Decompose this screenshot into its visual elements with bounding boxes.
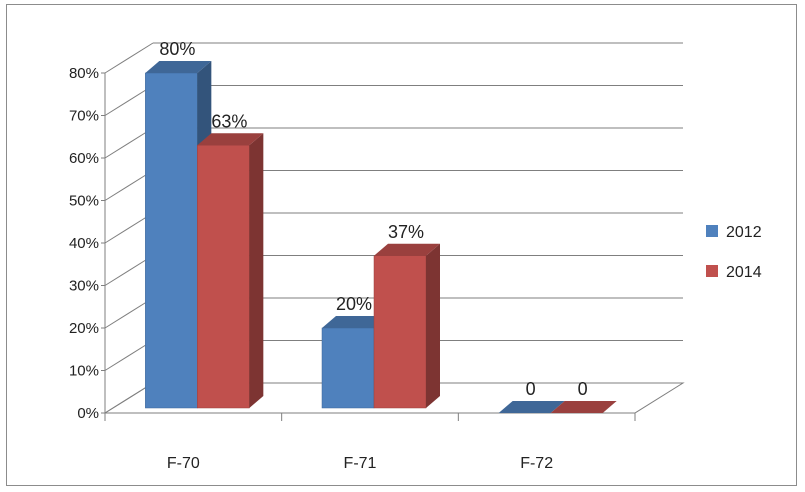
- bar-front: [145, 72, 198, 409]
- bar-top: [550, 401, 617, 413]
- bar-top: [197, 133, 264, 146]
- bar-front: [321, 327, 375, 409]
- bars: [145, 61, 617, 413]
- side-wall-gridline: [104, 127, 154, 159]
- legend-item-2014: 2014: [706, 264, 762, 281]
- x-tick-label: F-70: [167, 455, 200, 472]
- data-label: 0: [526, 379, 536, 399]
- bar-top: [322, 316, 388, 328]
- bar-2014-F-71: [373, 243, 440, 409]
- y-tick-label: 0%: [77, 405, 99, 422]
- bar-front: [373, 255, 427, 409]
- gridlines: 0% 10% 20% 30% 40% 50% 60% 70% 80%: [69, 42, 683, 422]
- legend-swatch: [706, 225, 718, 237]
- y-tick-label: 50%: [69, 193, 99, 210]
- bar-side: [426, 243, 440, 408]
- y-tick-label: 20%: [69, 320, 99, 337]
- y-tick-label: 70%: [69, 108, 99, 125]
- side-wall-gridline: [104, 170, 154, 201]
- data-label: 37%: [388, 222, 424, 242]
- bar-2014-F-70: [197, 133, 264, 409]
- data-label: 80%: [159, 39, 195, 59]
- y-tick-label: 40%: [69, 235, 99, 252]
- x-tick-label: F-72: [520, 455, 553, 472]
- legend-label: 2012: [726, 224, 762, 241]
- data-label: 63%: [211, 111, 247, 131]
- bar-2014-F-72: [550, 401, 617, 413]
- x-tick-label: F-71: [344, 455, 377, 472]
- data-label: 20%: [336, 294, 372, 314]
- bar-top: [145, 61, 212, 73]
- legend: 2012 2014: [706, 224, 762, 281]
- side-wall-gridline: [104, 42, 154, 74]
- side-wall-gridline: [104, 85, 154, 116]
- legend-label: 2014: [726, 264, 762, 281]
- y-tick-label: 80%: [69, 65, 99, 82]
- data-labels: 80% 63% 20% 37% 0 0: [159, 39, 587, 399]
- bar-top: [498, 401, 565, 413]
- y-tick-label: 60%: [69, 150, 99, 167]
- y-tick-label: 30%: [69, 278, 99, 295]
- legend-swatch: [706, 265, 718, 277]
- side-wall-gridline: [104, 297, 154, 329]
- bar-side: [249, 133, 264, 408]
- side-wall-gridline: [104, 340, 154, 371]
- data-label: 0: [578, 379, 588, 399]
- side-wall-gridline: [104, 255, 154, 286]
- bar-2012-F-72: [498, 401, 565, 413]
- bar-top: [374, 243, 440, 256]
- bar-front: [197, 145, 250, 409]
- side-wall-gridline: [104, 212, 154, 244]
- legend-item-2012: 2012: [706, 224, 762, 241]
- y-tick-label: 10%: [69, 363, 99, 380]
